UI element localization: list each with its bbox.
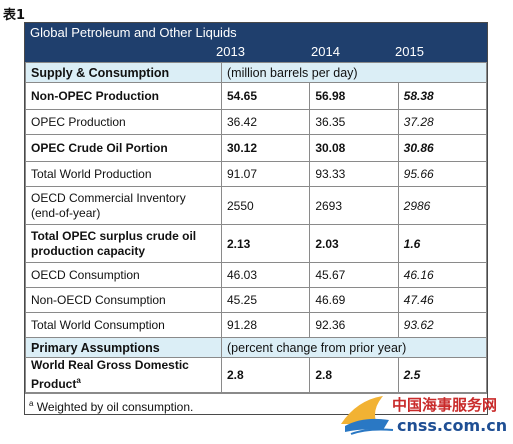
watermark-cn: 中国海事服务网 [392,396,498,414]
cell-value: 2.8 [220,357,311,393]
watermark: 中国海事服务网 cnss.com.cn [337,390,507,440]
cell-value: 2550 [220,186,311,225]
petroleum-table: Global Petroleum and Other Liquids 2013 … [24,22,488,415]
section-row: Primary Assumptions (percent change from … [25,337,487,358]
cell-value: 30.12 [220,134,311,162]
table-row: Total OPEC surplus crude oil production … [25,224,488,263]
section-note: (percent change from prior year) [221,337,487,358]
year-header-2014: 2014 [311,44,340,59]
row-label: OPEC Production [25,109,222,135]
cell-value: 47.46 [397,287,488,313]
cell-value: 93.33 [309,161,399,187]
cell-value: 2693 [309,186,399,225]
year-header-2013: 2013 [216,44,245,59]
row-label: OECD Commercial Inventory (end-of-year) [25,186,222,225]
table-row: World Real Gross Domestic Producta 2.8 2.8… [25,357,488,393]
cell-value: 46.16 [397,262,488,288]
cell-value: 30.86 [397,134,488,162]
year-header-blank [25,42,210,62]
table-row: Total World Consumption 91.28 92.36 93.62 [25,312,488,338]
table-row: Non-OPEC Production 54.65 56.98 58.38 [25,82,488,110]
cell-value: 91.28 [220,312,311,338]
row-label: Total World Production [25,161,222,187]
table-row: OPEC Crude Oil Portion 30.12 30.08 30.86 [25,134,488,162]
year-header-2015: 2015 [395,44,424,59]
row-label: Non-OPEC Production [25,82,222,110]
cell-value: 2.03 [309,224,399,263]
row-label: OECD Consumption [25,262,222,288]
cell-value: 58.38 [397,82,488,110]
cell-value: 2.13 [220,224,311,263]
year-header-row: 2013 2014 2015 [25,42,487,62]
section-row: Supply & Consumption (million barrels per… [25,62,487,83]
section-note: (million barrels per day) [221,62,487,83]
cell-value: 2.5 [397,357,488,393]
cell-value: 93.62 [397,312,488,338]
cell-value: 56.98 [309,82,399,110]
cell-value: 2986 [397,186,488,225]
cell-value: 92.36 [309,312,399,338]
row-label: World Real Gross Domestic Producta [25,357,222,393]
row-label: Primary Assumptions [25,337,222,358]
table-title: Global Petroleum and Other Liquids [25,23,487,42]
row-label: Supply & Consumption [25,62,222,83]
table-row: OPEC Production 36.42 36.35 37.28 [25,109,488,135]
ship-logo-icon [341,396,394,435]
cell-value: 45.67 [309,262,399,288]
page-label: 表1 [3,8,26,23]
row-label: Non-OECD Consumption [25,287,222,313]
footnote-text: Weighted by oil consumption. [36,400,194,414]
footnote-marker: a [29,399,34,408]
cell-value: 54.65 [220,82,311,110]
table-row: OECD Consumption 46.03 45.67 46.16 [25,262,488,288]
table-body: Supply & Consumption (million barrels per… [25,62,488,393]
cell-value: 46.69 [309,287,399,313]
cell-value: 91.07 [220,161,311,187]
row-label: OPEC Crude Oil Portion [25,134,222,162]
table-row: OECD Commercial Inventory (end-of-year) 2… [25,186,488,225]
cell-value: 45.25 [220,287,311,313]
table-row: Total World Production 91.07 93.33 95.66 [25,161,488,187]
row-label: Total OPEC surplus crude oil production … [25,224,222,263]
row-label: Total World Consumption [25,312,222,338]
footnote: a Weighted by oil consumption. [25,393,487,414]
cell-value: 1.6 [397,224,488,263]
label-footnote-marker: a [76,376,81,385]
cell-value: 36.35 [309,109,399,135]
cell-value: 95.66 [397,161,488,187]
table-row: Non-OECD Consumption 45.25 46.69 47.46 [25,287,488,313]
cell-value: 30.08 [309,134,399,162]
cell-value: 2.8 [309,357,399,393]
cell-value: 36.42 [220,109,311,135]
cell-value: 37.28 [397,109,488,135]
watermark-en: cnss.com.cn [397,416,508,435]
cell-value: 46.03 [220,262,311,288]
